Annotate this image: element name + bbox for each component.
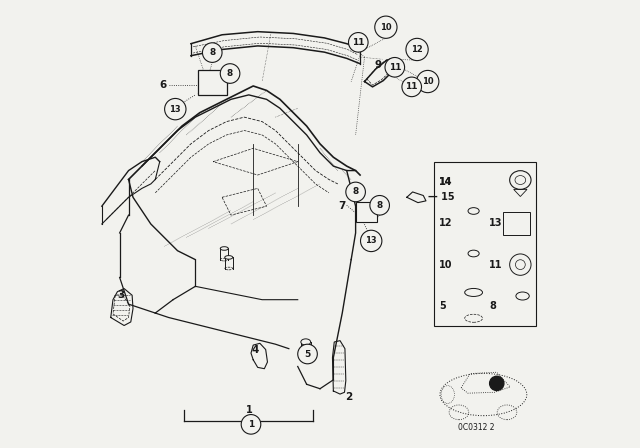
Text: 13: 13 (489, 219, 502, 228)
Circle shape (298, 344, 317, 364)
Circle shape (406, 39, 428, 60)
Bar (433, 162, 536, 327)
Text: 11: 11 (489, 260, 502, 270)
Text: 8: 8 (227, 69, 233, 78)
Text: 12: 12 (411, 45, 423, 54)
Circle shape (349, 33, 368, 52)
Circle shape (220, 64, 240, 83)
Text: 11: 11 (352, 38, 365, 47)
Text: — 15: — 15 (428, 192, 454, 202)
Text: 13: 13 (365, 237, 377, 246)
Ellipse shape (509, 171, 531, 190)
Ellipse shape (515, 176, 525, 185)
Circle shape (375, 16, 397, 39)
Text: 13: 13 (170, 105, 181, 114)
Bar (198, 70, 227, 95)
Ellipse shape (468, 250, 479, 257)
Text: 8: 8 (353, 187, 359, 196)
Bar (356, 202, 377, 222)
Text: 6: 6 (159, 80, 166, 90)
Circle shape (402, 77, 422, 97)
Ellipse shape (468, 207, 479, 214)
Text: 1: 1 (246, 405, 253, 415)
Ellipse shape (515, 260, 525, 270)
Text: 3: 3 (118, 290, 125, 300)
Text: 7: 7 (339, 201, 346, 211)
Text: 11: 11 (406, 82, 418, 91)
Text: 0C0312 2: 0C0312 2 (458, 422, 495, 431)
Text: 10: 10 (439, 260, 452, 270)
Text: 9: 9 (374, 60, 381, 69)
Circle shape (417, 70, 439, 93)
Circle shape (164, 99, 186, 120)
Circle shape (385, 57, 404, 77)
Ellipse shape (301, 339, 310, 345)
Circle shape (490, 376, 504, 391)
Text: 14: 14 (439, 177, 452, 187)
Ellipse shape (220, 247, 228, 250)
Bar (502, 212, 530, 235)
Circle shape (360, 230, 382, 252)
Ellipse shape (516, 292, 529, 300)
Text: 5: 5 (305, 349, 310, 358)
Text: 5: 5 (439, 301, 445, 311)
Text: 14: 14 (439, 177, 452, 187)
Text: 4: 4 (252, 345, 259, 354)
Circle shape (202, 43, 222, 62)
Ellipse shape (465, 289, 483, 297)
Text: 8: 8 (209, 48, 216, 57)
Text: 12: 12 (439, 219, 452, 228)
Text: 8: 8 (376, 201, 383, 210)
Text: 11: 11 (388, 63, 401, 72)
Text: 2: 2 (345, 392, 352, 402)
Circle shape (346, 182, 365, 202)
Circle shape (370, 195, 390, 215)
Ellipse shape (225, 256, 233, 259)
Text: 8: 8 (489, 301, 496, 311)
Circle shape (241, 414, 260, 434)
Text: 10: 10 (422, 77, 433, 86)
Ellipse shape (509, 254, 531, 276)
Text: 1: 1 (248, 420, 254, 429)
Text: 10: 10 (380, 23, 392, 32)
